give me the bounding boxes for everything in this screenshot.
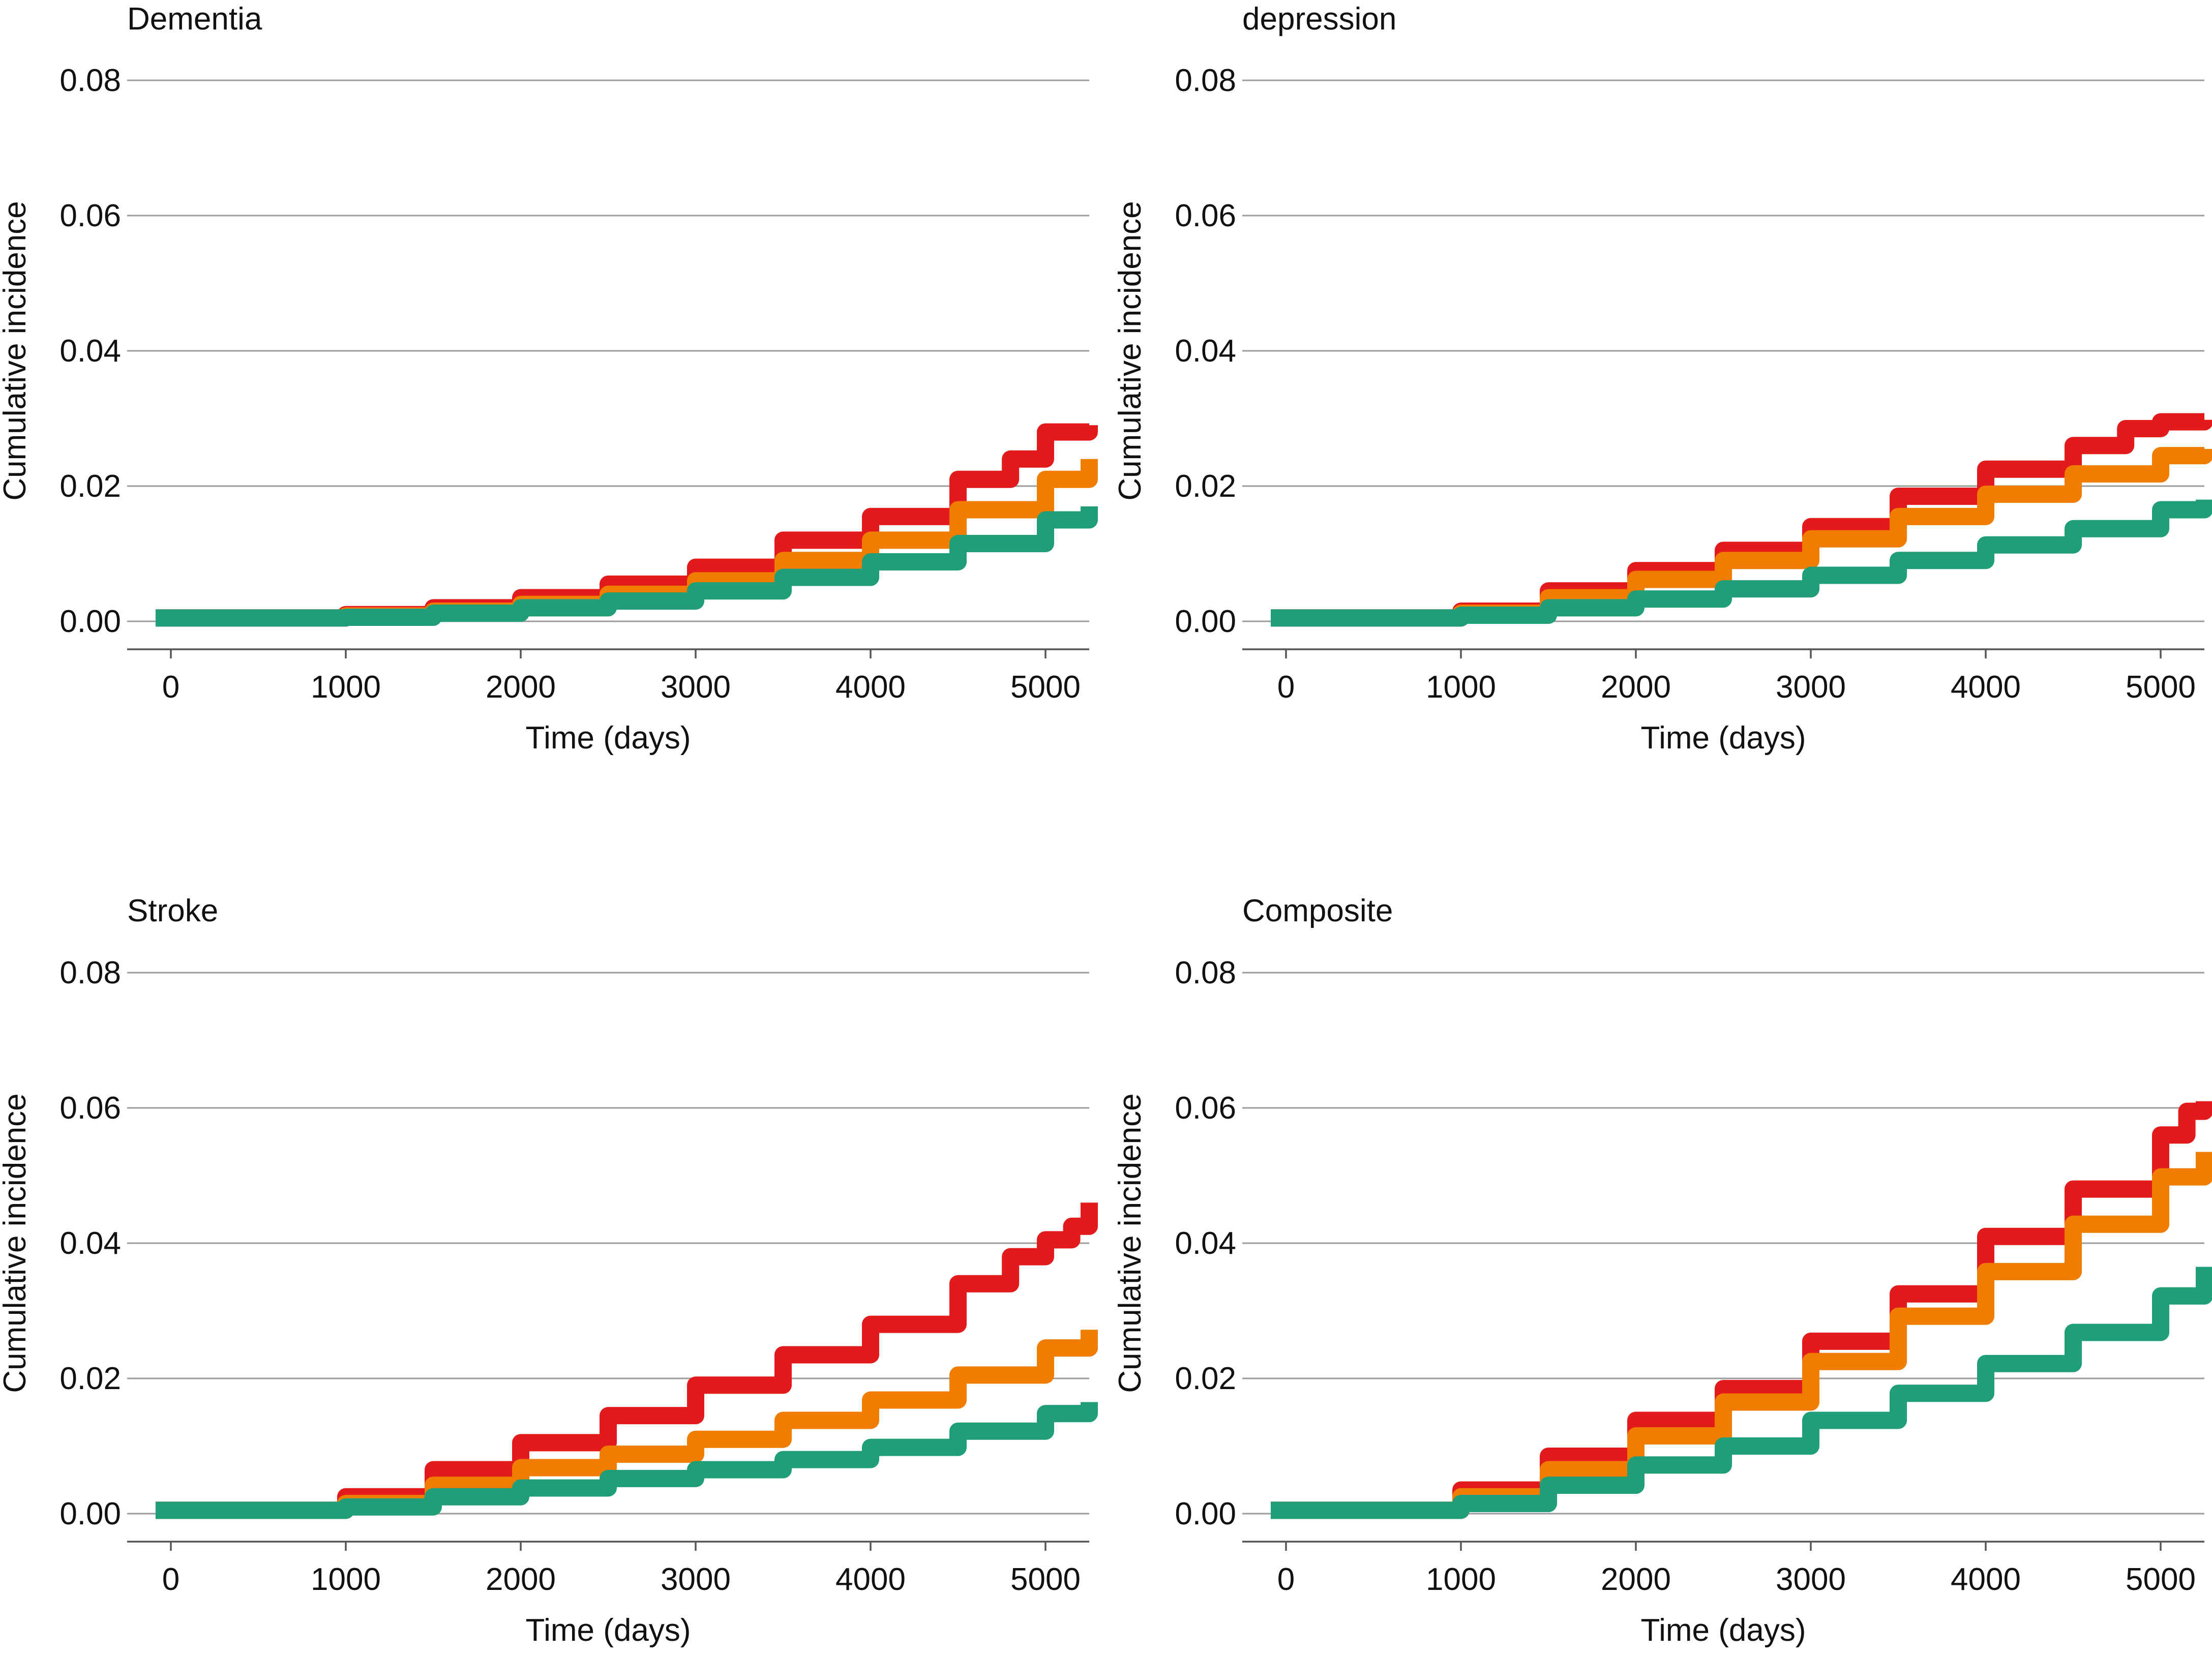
series-line-green bbox=[156, 506, 1098, 627]
x-tick-label: 3000 bbox=[1776, 670, 1846, 705]
x-tick-label: 0 bbox=[1277, 1562, 1295, 1597]
y-tick-label: 0.04 bbox=[1175, 1226, 1236, 1261]
x-tick-label: 4000 bbox=[835, 1562, 906, 1597]
chart-panel-1: Dementia 0.00 0.02 0.04 0.06 0.08 0 1000 2000 300… bbox=[0, 2, 1098, 756]
y-tick-label: 0.06 bbox=[59, 198, 121, 233]
y-tick-label: 0.06 bbox=[59, 1091, 121, 1126]
y-tick-label: 0.02 bbox=[1175, 469, 1236, 504]
series-line-red bbox=[156, 1202, 1098, 1519]
panel-title: Dementia bbox=[127, 2, 262, 37]
y-tick-label: 0.00 bbox=[59, 1496, 121, 1531]
panel-title: Composite bbox=[1242, 893, 1393, 928]
x-tick-label: 2000 bbox=[486, 670, 556, 705]
y-tick-label: 0.08 bbox=[1175, 955, 1236, 990]
y-tick-label: 0.04 bbox=[1175, 334, 1236, 369]
x-tick-label: 5000 bbox=[1010, 1562, 1081, 1597]
x-axis-title: Time (days) bbox=[526, 720, 691, 756]
x-tick-label: 0 bbox=[162, 1562, 180, 1597]
chart-panel-2: depression 0.00 0.02 0.04 0.06 0.08 0 1000 2000 3… bbox=[1113, 2, 2212, 756]
panel-title: depression bbox=[1242, 2, 1396, 37]
chart-panel-3: Stroke 0.00 0.02 0.04 0.06 0.08 0 1000 2000 3000 4… bbox=[0, 893, 1098, 1648]
x-tick-label: 3000 bbox=[661, 1562, 731, 1597]
y-tick-label: 0.00 bbox=[1175, 1496, 1236, 1531]
x-axis-title: Time (days) bbox=[1641, 720, 1806, 756]
y-tick-label: 0.00 bbox=[59, 604, 121, 639]
x-tick-label: 4000 bbox=[1951, 670, 2021, 705]
x-tick-label: 4000 bbox=[1951, 1562, 2021, 1597]
y-tick-label: 0.08 bbox=[1175, 63, 1236, 98]
y-axis-title: Cumulative incidence bbox=[0, 201, 33, 500]
y-tick-label: 0.04 bbox=[59, 334, 121, 369]
x-tick-label: 2000 bbox=[1601, 670, 1671, 705]
x-tick-label: 1000 bbox=[1426, 1562, 1496, 1597]
x-tick-label: 3000 bbox=[1776, 1562, 1846, 1597]
y-tick-label: 0.08 bbox=[59, 955, 121, 990]
x-tick-label: 0 bbox=[162, 670, 180, 705]
x-tick-label: 5000 bbox=[2126, 670, 2196, 705]
chart-panel-4: Composite 0.00 0.02 0.04 0.06 0.08 0 1000 2000 30… bbox=[1113, 893, 2212, 1648]
x-tick-label: 1000 bbox=[311, 670, 381, 705]
y-tick-label: 0.04 bbox=[59, 1226, 121, 1261]
x-tick-label: 0 bbox=[1277, 670, 1295, 705]
x-tick-label: 5000 bbox=[2126, 1562, 2196, 1597]
x-tick-label: 1000 bbox=[311, 1562, 381, 1597]
y-tick-label: 0.02 bbox=[59, 469, 121, 504]
y-axis-title: Cumulative incidence bbox=[0, 1093, 33, 1393]
x-tick-label: 2000 bbox=[486, 1562, 556, 1597]
y-tick-label: 0.02 bbox=[59, 1361, 121, 1396]
y-tick-label: 0.00 bbox=[1175, 604, 1236, 639]
series-line-green bbox=[1271, 1267, 2212, 1519]
series-line-orange bbox=[1271, 1152, 2212, 1519]
x-tick-label: 4000 bbox=[835, 670, 906, 705]
x-axis-title: Time (days) bbox=[526, 1613, 691, 1648]
x-tick-label: 5000 bbox=[1010, 670, 1081, 705]
series-line-green bbox=[1271, 499, 2212, 627]
y-tick-label: 0.02 bbox=[1175, 1361, 1236, 1396]
y-tick-label: 0.06 bbox=[1175, 198, 1236, 233]
x-tick-label: 2000 bbox=[1601, 1562, 1671, 1597]
y-axis-title: Cumulative incidence bbox=[1113, 201, 1148, 500]
y-axis-title: Cumulative incidence bbox=[1113, 1093, 1148, 1393]
x-tick-label: 1000 bbox=[1426, 670, 1496, 705]
x-tick-label: 3000 bbox=[661, 670, 731, 705]
y-tick-label: 0.08 bbox=[59, 63, 121, 98]
series-line-green bbox=[156, 1402, 1098, 1519]
x-axis-title: Time (days) bbox=[1641, 1613, 1806, 1648]
panel-title: Stroke bbox=[127, 893, 218, 928]
y-tick-label: 0.06 bbox=[1175, 1091, 1236, 1126]
